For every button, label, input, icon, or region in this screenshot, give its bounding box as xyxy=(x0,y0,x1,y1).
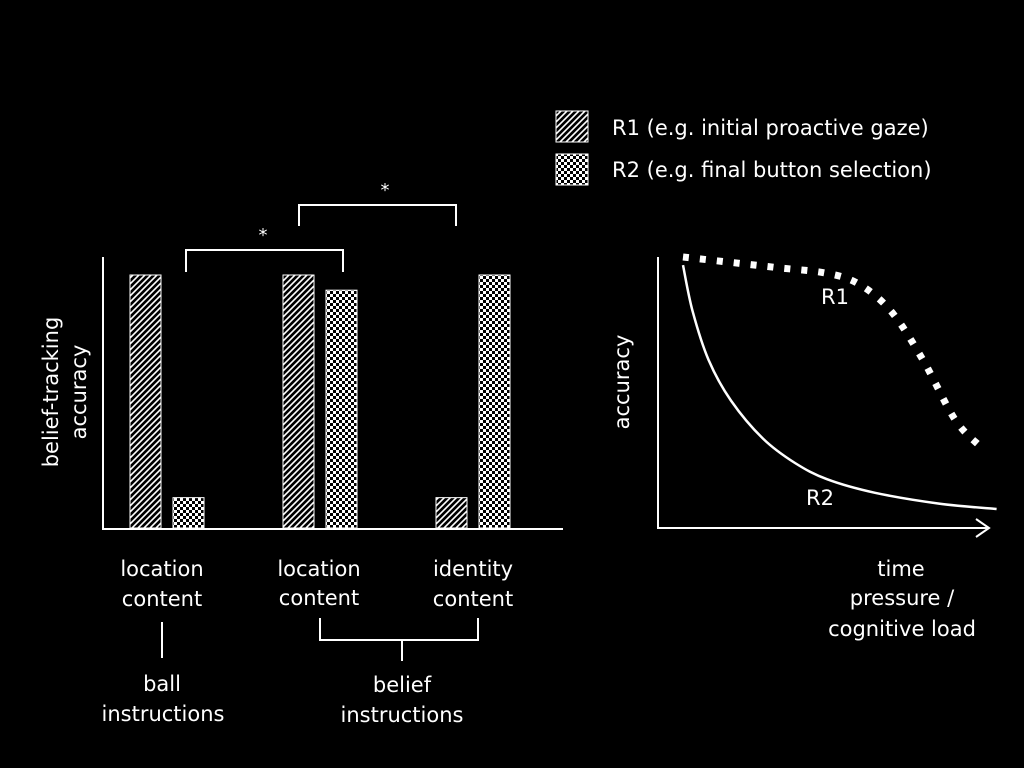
category-label-1-line2: content xyxy=(122,587,202,611)
bar-r1-2 xyxy=(282,274,315,529)
category-label-3-line2: content xyxy=(433,587,513,611)
legend: R1 (e.g. initial proactive gaze) R2 (e.g… xyxy=(555,110,932,186)
significance-star-1: * xyxy=(259,225,268,246)
series-label-r2: R2 xyxy=(806,486,834,510)
series-label-r1: R1 xyxy=(821,285,849,309)
group-label-belief-line1: belief xyxy=(373,673,432,697)
legend-swatch-r1 xyxy=(555,110,589,143)
group-label-ball-line1: ball xyxy=(143,672,181,696)
legend-label-r1: R1 (e.g. initial proactive gaze) xyxy=(612,116,929,140)
left-ylabel-line1: belief-tracking xyxy=(39,317,63,468)
significance-bracket-1 xyxy=(185,249,344,272)
legend-swatch-r2 xyxy=(555,153,589,186)
group-label-ball-line2: instructions xyxy=(102,702,225,726)
significance-star-2: * xyxy=(381,180,390,201)
category-label-3-line1: identity xyxy=(433,557,513,581)
right-xlabel-line1: time xyxy=(877,557,924,581)
line-series-r2 xyxy=(681,264,997,511)
category-label-2-line2: content xyxy=(279,586,359,610)
x-axis-arrowhead xyxy=(975,518,991,538)
right-xlabel-line3: cognitive load xyxy=(828,617,976,641)
line-chart: accuracy R1 R2 time pressure / cognitive… xyxy=(610,253,997,641)
bar-chart: belief-tracking accuracy location conten… xyxy=(39,180,563,727)
group-bracket-belief xyxy=(319,618,479,661)
category-label-1-line1: location xyxy=(120,557,203,581)
right-ylabel: accuracy xyxy=(610,335,634,430)
bar-series-layer xyxy=(129,274,511,529)
bar-r1-1 xyxy=(129,274,162,529)
bar-r1-3 xyxy=(435,497,468,529)
category-label-2-line1: location xyxy=(277,557,360,581)
group-label-belief-line2: instructions xyxy=(341,703,464,727)
bar-r2-2 xyxy=(325,289,358,529)
legend-label-r2: R2 (e.g. final button selection) xyxy=(612,158,932,182)
bar-r2-3 xyxy=(478,274,511,529)
left-ylabel-line2: accuracy xyxy=(67,345,91,440)
significance-bracket-2 xyxy=(298,204,457,226)
bar-r2-1 xyxy=(172,497,205,529)
right-xlabel-line2: pressure / xyxy=(850,586,955,610)
